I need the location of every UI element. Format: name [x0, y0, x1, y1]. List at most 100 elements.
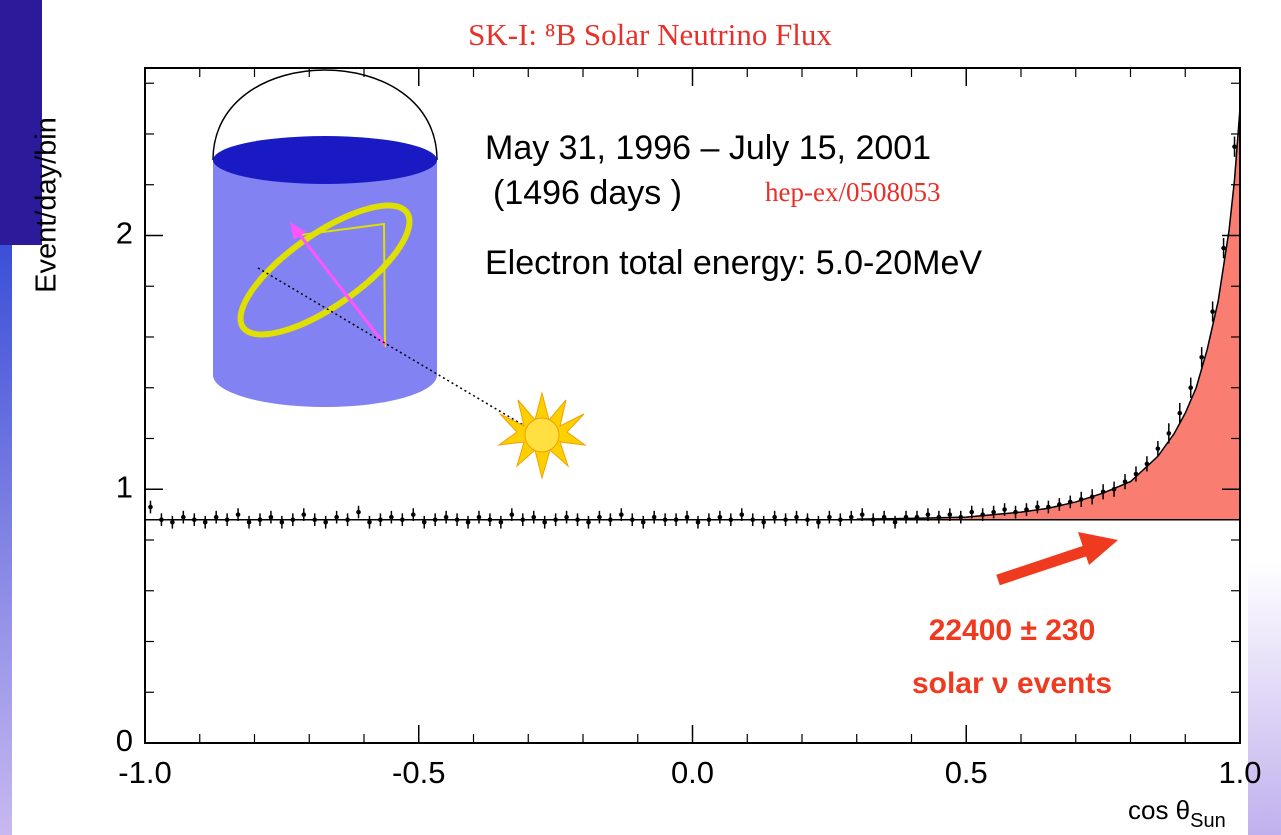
data-point — [1134, 472, 1139, 477]
data-point — [1112, 487, 1117, 492]
data-point — [575, 517, 580, 522]
reference-annotation: hep-ex/0508053 — [765, 177, 940, 207]
data-point — [1232, 144, 1237, 149]
data-point — [323, 520, 328, 525]
x-tick-label: -0.5 — [392, 755, 445, 790]
data-point — [422, 520, 427, 525]
period-annotation: May 31, 1996 – July 15, 2001 — [485, 129, 931, 167]
data-point — [258, 517, 263, 522]
data-point — [794, 515, 799, 520]
data-point — [1057, 502, 1062, 507]
data-point — [542, 520, 547, 525]
data-point — [652, 515, 657, 520]
data-point — [192, 517, 197, 522]
data-point — [915, 515, 920, 520]
data-point — [1101, 489, 1106, 494]
data-point — [827, 515, 832, 520]
data-point — [214, 515, 219, 520]
data-point — [1145, 462, 1150, 467]
data-point — [510, 512, 515, 517]
data-point — [159, 517, 164, 522]
data-point — [301, 512, 306, 517]
data-point — [772, 515, 777, 520]
data-point — [1177, 411, 1182, 416]
data-point — [674, 517, 679, 522]
chart-title: SK-I: ⁸B Solar Neutrino Flux — [468, 17, 832, 52]
data-point — [1090, 495, 1095, 500]
x-tick-label: 1.0 — [1218, 755, 1261, 790]
data-point — [477, 515, 482, 520]
data-point — [466, 520, 471, 525]
data-point — [411, 512, 416, 517]
data-point — [269, 515, 274, 520]
data-point — [597, 515, 602, 520]
signal-area — [857, 109, 1240, 520]
data-point — [1013, 510, 1018, 515]
data-point — [980, 512, 985, 517]
data-point — [630, 517, 635, 522]
data-point — [969, 510, 974, 515]
data-point — [334, 515, 339, 520]
chart: SK-I: ⁸B Solar Neutrino Flux Event/day/b… — [0, 0, 1281, 835]
data-point — [499, 520, 504, 525]
data-point — [203, 520, 208, 525]
y-axis-label: Event/day/bin — [31, 117, 63, 293]
data-point — [696, 520, 701, 525]
data-point — [148, 505, 153, 510]
data-point — [816, 520, 821, 525]
data-point — [838, 517, 843, 522]
data-point — [882, 515, 887, 520]
data-point — [1123, 479, 1128, 484]
data-point — [685, 515, 690, 520]
data-point — [1188, 385, 1193, 390]
data-point — [400, 517, 405, 522]
x-axis-label: cos θSun — [1128, 795, 1226, 832]
data-point — [1221, 246, 1226, 251]
data-point — [520, 517, 525, 522]
energy-annotation: Electron total energy: 5.0-20MeV — [485, 244, 982, 282]
data-point — [378, 517, 383, 522]
data-point — [893, 520, 898, 525]
x-tick-label: 0.5 — [945, 755, 988, 790]
data-point — [170, 520, 175, 525]
data-point — [991, 510, 996, 515]
data-point — [958, 515, 963, 520]
events-count: 22400 ± 230 — [929, 614, 1096, 647]
data-point — [433, 517, 438, 522]
data-point — [619, 512, 624, 517]
data-point — [356, 510, 361, 515]
data-point — [1156, 446, 1161, 451]
arrow-head — [1078, 532, 1118, 565]
x-tick-label: -1.0 — [118, 755, 171, 790]
data-point — [937, 515, 942, 520]
data-point — [1002, 507, 1007, 512]
data-point — [805, 517, 810, 522]
y-tick-label: 0 — [116, 723, 133, 758]
data-point — [948, 512, 953, 517]
data-point — [904, 515, 909, 520]
data-point — [707, 517, 712, 522]
data-point — [663, 517, 668, 522]
data-point — [1035, 505, 1040, 510]
x-axis-label-main: cos θ — [1128, 795, 1190, 825]
arrow-shaft — [998, 551, 1085, 580]
detector-diagram — [0, 0, 585, 478]
data-point — [750, 517, 755, 522]
data-point — [247, 520, 252, 525]
signal-arrow — [998, 532, 1118, 580]
data-point — [488, 517, 493, 522]
data-point — [586, 520, 591, 525]
data-point — [291, 517, 296, 522]
data-point — [1210, 309, 1215, 314]
days-annotation: (1496 days ) — [493, 174, 682, 212]
data-point — [1024, 507, 1029, 512]
data-point — [345, 517, 350, 522]
data-point — [280, 520, 285, 525]
data-point — [761, 520, 766, 525]
data-point — [608, 517, 613, 522]
data-point — [1068, 500, 1073, 505]
sun — [499, 393, 585, 478]
data-point — [641, 520, 646, 525]
data-point — [564, 515, 569, 520]
data-point — [181, 515, 186, 520]
